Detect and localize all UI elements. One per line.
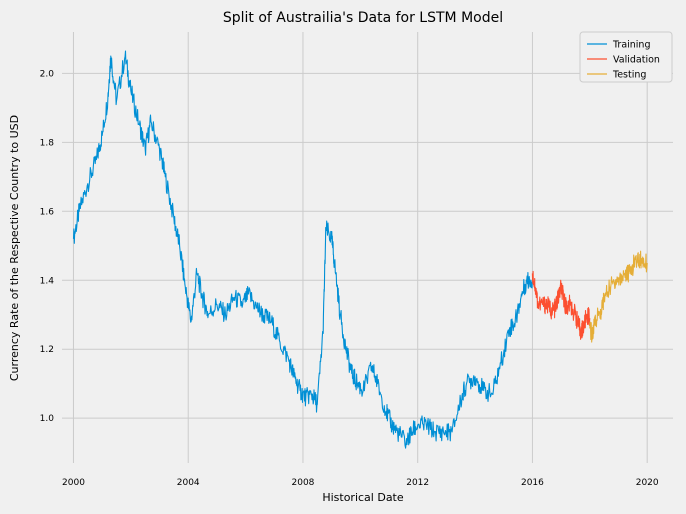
vertical-gridlines (72, 32, 648, 463)
x-tick-label: 2004 (177, 478, 200, 488)
legend-label-validation: Validation (613, 55, 660, 66)
x-axis-label: Historical Date (322, 491, 404, 504)
y-axis-tick-labels: 1.0 1.2 1.4 1.6 1.8 2.0 (40, 69, 55, 424)
y-tick-label: 2.0 (40, 69, 55, 79)
legend: Training Validation Testing (579, 31, 673, 83)
x-tick-label: 2000 (62, 478, 85, 488)
horizontal-gridlines (62, 72, 673, 419)
series-line-testing (589, 250, 648, 343)
y-tick-label: 1.8 (40, 138, 55, 148)
x-tick-label: 2016 (521, 478, 544, 488)
y-tick-label: 1.0 (40, 414, 55, 424)
legend-label-training: Training (612, 40, 651, 51)
x-tick-label: 2008 (292, 478, 315, 488)
series-lines (72, 50, 648, 449)
x-tick-label: 2020 (636, 478, 659, 488)
legend-label-testing: Testing (612, 70, 646, 81)
y-tick-label: 1.4 (40, 276, 55, 286)
x-axis-tick-labels: 2000 2004 2008 2012 2016 2020 (62, 478, 659, 488)
chart-title: Split of Austrailia's Data for LSTM Mode… (223, 10, 503, 26)
y-tick-label: 1.6 (40, 207, 55, 217)
series-line-validation (531, 270, 591, 340)
series-line-training (72, 50, 533, 449)
y-tick-label: 1.2 (40, 345, 54, 355)
y-axis-label: Currency Rate of the Respective Country … (8, 115, 21, 381)
plot-area (62, 32, 673, 463)
x-tick-label: 2012 (406, 478, 429, 488)
